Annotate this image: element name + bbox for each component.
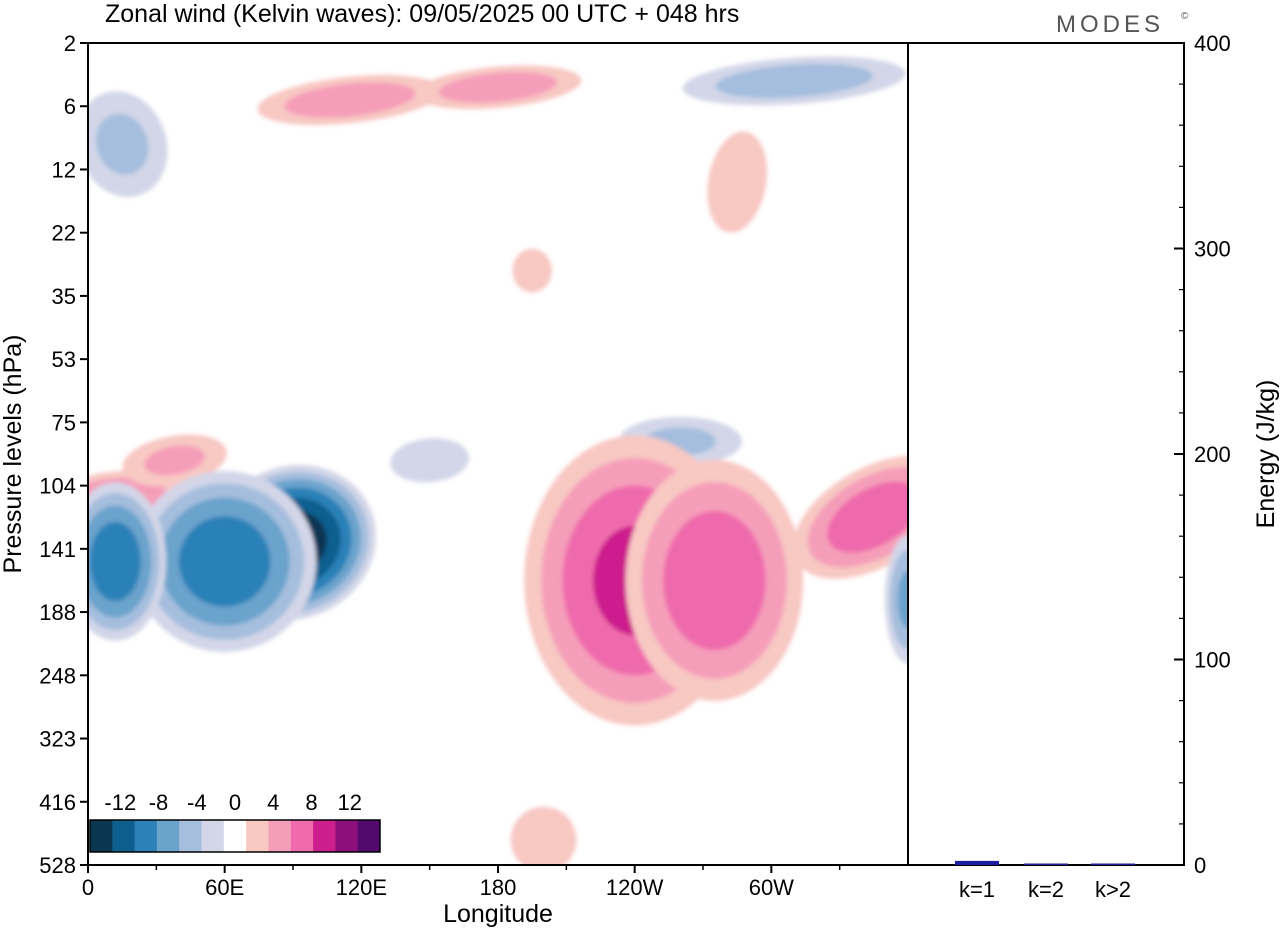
energy-bar xyxy=(955,860,999,865)
energy-panel-frame xyxy=(907,42,1185,866)
colorbar-label: -8 xyxy=(149,790,169,815)
x-tick-label: 120E xyxy=(336,875,387,900)
energy-category-label: k=1 xyxy=(959,877,995,902)
wind-anomaly xyxy=(512,248,552,293)
contour-band xyxy=(439,71,557,103)
contour-band xyxy=(390,438,470,483)
energy-y-tick-label: 400 xyxy=(1194,31,1231,56)
y-tick-label: 6 xyxy=(64,94,76,119)
contour-band xyxy=(663,510,766,651)
colorbar-label: 0 xyxy=(229,790,241,815)
x-tick-label: 120W xyxy=(606,875,664,900)
contour-band xyxy=(178,516,271,607)
y-tick-label: 416 xyxy=(39,790,76,815)
colorbar-swatch xyxy=(90,820,113,852)
colorbar-swatch xyxy=(223,820,247,852)
colorbar-label: 12 xyxy=(337,790,361,815)
contour-band xyxy=(95,113,149,175)
wind-anomaly xyxy=(88,91,168,198)
colorbar-swatch xyxy=(268,820,292,852)
y-tick-label: 248 xyxy=(39,663,76,688)
contour-band xyxy=(512,248,552,293)
x-axis-title: Longitude xyxy=(443,900,553,928)
colorbar-label: -12 xyxy=(104,790,136,815)
colorbar-swatch xyxy=(201,820,225,852)
contour-band xyxy=(827,481,908,553)
contour-band xyxy=(284,82,416,118)
wind-field xyxy=(88,56,908,865)
colorbar-legend: -12 -8 -4 0 4 8 12 xyxy=(89,790,381,853)
y-axis: 2 6 12 22 35 53 75 104 141 188 248 323 416 528 xyxy=(39,31,88,878)
energy-y-tick-label: 100 xyxy=(1194,648,1231,673)
wind-anomaly xyxy=(884,535,908,664)
contour-band xyxy=(707,131,767,233)
wind-anomaly xyxy=(510,806,577,865)
y-tick-label: 22 xyxy=(52,221,76,246)
y-tick-label: 323 xyxy=(39,727,76,752)
colorbar-swatch xyxy=(156,820,180,852)
wind-anomaly xyxy=(682,56,906,106)
colorbar-swatch xyxy=(112,820,136,852)
y-tick-label: 53 xyxy=(52,347,76,372)
brand-text: MODES xyxy=(1056,11,1164,38)
energy-panel: 0 100 200 300 400 k=1 k=2 k>2 xyxy=(955,31,1231,902)
colorbar-swatch xyxy=(357,820,381,852)
energy-axis-title: Energy (J/kg) xyxy=(1252,380,1280,529)
x-tick-label: 60W xyxy=(749,875,794,900)
chart-title: Zonal wind (Kelvin waves): 09/05/2025 00… xyxy=(105,0,739,28)
energy-category-label: k>2 xyxy=(1095,877,1131,902)
contour-band xyxy=(89,521,141,602)
y-tick-label: 141 xyxy=(39,537,76,562)
colorbar-swatch xyxy=(335,820,359,852)
colorbar-swatch xyxy=(290,820,314,852)
y-tick-label: 2 xyxy=(64,31,76,56)
colorbar-swatch xyxy=(179,820,202,852)
contour-band xyxy=(715,63,873,99)
wind-anomaly xyxy=(625,459,804,701)
brand-mark: © xyxy=(1181,11,1189,22)
colorbar-label: 4 xyxy=(267,790,279,815)
wind-anomaly xyxy=(122,434,227,487)
contour-band xyxy=(144,445,205,476)
y-tick-label: 75 xyxy=(52,410,76,435)
wind-anomaly xyxy=(257,74,443,125)
colorbar-swatch xyxy=(313,820,336,852)
colorbar-frame xyxy=(89,819,381,853)
contour-band xyxy=(897,570,908,629)
energy-category-label: k=2 xyxy=(1028,877,1064,902)
wind-anomaly xyxy=(88,482,167,641)
energy-y-tick-label: 300 xyxy=(1194,237,1231,262)
energy-bar xyxy=(1024,863,1068,865)
energy-bar xyxy=(1091,863,1135,865)
contour-band xyxy=(510,806,577,865)
energy-y-tick-label: 0 xyxy=(1194,853,1206,878)
energy-y-tick-label: 200 xyxy=(1194,442,1231,467)
y-axis-title: Pressure levels (hPa) xyxy=(0,335,27,574)
colorbar-swatch xyxy=(134,820,158,852)
wind-anomaly xyxy=(390,438,470,483)
x-tick-label: 0 xyxy=(82,875,94,900)
y-tick-label: 104 xyxy=(39,474,76,499)
colorbar-swatch xyxy=(246,820,269,852)
colorbar-label: 8 xyxy=(305,790,317,815)
y-tick-label: 12 xyxy=(52,157,76,182)
y-tick-label: 35 xyxy=(52,284,76,309)
wind-anomaly xyxy=(132,470,317,652)
x-tick-label: 60E xyxy=(205,875,244,900)
brand-logo: MODES © xyxy=(1056,11,1189,38)
y-tick-label: 188 xyxy=(39,600,76,625)
wind-anomaly xyxy=(414,65,582,110)
x-tick-label: 180 xyxy=(480,875,517,900)
wind-anomaly xyxy=(707,131,767,233)
x-axis: 0 60E 120E 180 120W 60W xyxy=(82,865,841,900)
colorbar-label: -4 xyxy=(187,790,207,815)
y-tick-label: 528 xyxy=(39,853,76,878)
